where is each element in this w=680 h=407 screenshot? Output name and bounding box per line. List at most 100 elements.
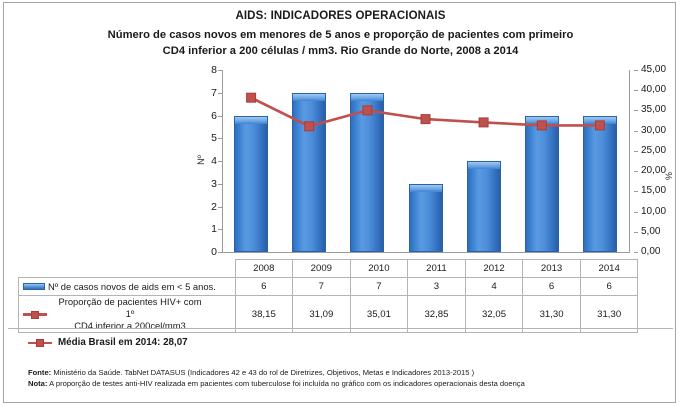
table-row-bar-values: Nº de casos novos de aids em < 5 anos. 6… xyxy=(18,277,639,296)
line-marker-2013[interactable] xyxy=(536,120,547,131)
line-marker-2010[interactable] xyxy=(362,105,373,116)
bar-2014[interactable] xyxy=(582,115,617,252)
media-brasil-annotation: Média Brasil em 2014: 28,07 xyxy=(28,337,188,348)
bar-top-highlight xyxy=(293,93,326,101)
y-axis-right-tick-label: 20,00 xyxy=(641,165,667,177)
nota-note: Nota: A proporção de testes anti-HIV rea… xyxy=(28,378,658,389)
y-axis-left-tick-label: 3 xyxy=(211,177,217,190)
line-series-layer xyxy=(246,92,605,132)
y-axis-left-tick xyxy=(218,138,222,140)
y-axis-left-tick-label: 6 xyxy=(211,109,217,122)
y-axis-right-tick xyxy=(634,191,638,193)
legend-cell-line: Proporção de pacientes HIV+ com 1º CD4 in… xyxy=(18,295,236,333)
table-header-year: 2014 xyxy=(579,259,639,278)
legend-label-bar: Nº de casos novos de aids em < 5 anos. xyxy=(48,280,216,292)
note-text: A proporção de testes anti-HIV realizada… xyxy=(47,379,525,388)
footer-notes: Fonte: Ministério da Saúde. TabNet DATAS… xyxy=(28,367,658,389)
y-axis-right-tick xyxy=(634,211,638,213)
legend-cell-bar: Nº de casos novos de aids em < 5 anos. xyxy=(18,277,236,296)
y-axis-right-tick xyxy=(634,252,638,253)
y-axis-right-tick xyxy=(634,70,638,71)
line-marker-2008[interactable] xyxy=(246,92,257,103)
line-marker-2009[interactable] xyxy=(304,121,315,132)
line-swatch-icon xyxy=(28,338,52,347)
table-cell-bar-value: 6 xyxy=(522,277,581,296)
y-axis-left-tick xyxy=(218,115,222,117)
y-axis-right-tick-label: 25,00 xyxy=(641,144,667,156)
bar-2012[interactable] xyxy=(466,161,501,252)
table-header-year: 2013 xyxy=(522,259,581,278)
y-axis-left-tick-label: 5 xyxy=(211,132,217,145)
bar-swatch-icon xyxy=(23,283,45,290)
legend-label-line: Proporção de pacientes HIV+ com 1º CD4 in… xyxy=(50,296,206,332)
y-axis-right-tick-label: 10,00 xyxy=(641,205,667,217)
source-label: Fonte: xyxy=(28,368,52,377)
chart-subtitle-line1: Número de casos novos em menores de 5 an… xyxy=(107,29,574,41)
footer-divider xyxy=(8,328,673,329)
bar-top-highlight xyxy=(409,184,442,192)
bar-top-highlight xyxy=(467,162,500,169)
y-axis-left-tick xyxy=(218,206,222,208)
table-cell-line-value: 31,09 xyxy=(292,295,351,333)
table-row-line-values: Proporção de pacientes HIV+ com 1º CD4 in… xyxy=(18,295,639,333)
y-axis-right-ticks: 0,00 5,00 10,00 15,00 20,00 25,00 30,00 35,00 40… xyxy=(632,65,674,257)
chart-subtitle-line2: CD4 inferior a 200 células / mm3. Rio Gr… xyxy=(162,45,519,57)
plot-area xyxy=(222,70,629,252)
table-cell-bar-value: 6 xyxy=(579,277,639,296)
y-axis-right-tick-label: 35,00 xyxy=(641,104,667,116)
bar-top-highlight xyxy=(235,116,268,124)
table-header-year: 2011 xyxy=(407,259,466,278)
chart-card: AIDS: INDICADORES OPERACIONAIS Número de… xyxy=(3,2,676,403)
y-axis-left-tick xyxy=(218,229,222,231)
source-note: Fonte: Ministério da Saúde. TabNet DATAS… xyxy=(28,367,658,378)
y-axis-right-tick xyxy=(634,90,638,92)
table-header-year: 2009 xyxy=(292,259,351,278)
line-marker-2011[interactable] xyxy=(420,114,431,125)
bar-2013[interactable] xyxy=(524,115,559,252)
table-cell-line-value: 35,01 xyxy=(349,295,409,333)
source-text: Ministério da Saúde. TabNet DATASUS (Ind… xyxy=(51,368,475,377)
bar-2009[interactable] xyxy=(292,92,327,252)
bar-top-highlight xyxy=(583,116,616,124)
legend-label-line-row1: Proporção de pacientes HIV+ com 1º xyxy=(58,296,202,319)
bar-2008[interactable] xyxy=(234,115,269,252)
y-axis-left-line xyxy=(222,70,223,252)
note-label: Nota: xyxy=(28,379,48,388)
table-header-year: 2010 xyxy=(349,259,409,278)
title-block: AIDS: INDICADORES OPERACIONAIS Número de… xyxy=(4,9,677,59)
line-marker-2014[interactable] xyxy=(594,120,605,131)
media-brasil-label: Média Brasil em 2014: 28,07 xyxy=(58,337,188,348)
bar-top-highlight xyxy=(525,116,558,124)
y-axis-right-tick-label: 30,00 xyxy=(641,124,667,136)
table-cell-bar-value: 6 xyxy=(234,277,294,296)
table-cell-bar-value: 7 xyxy=(292,277,351,296)
table-header-year: 2008 xyxy=(234,259,294,278)
x-axis-line xyxy=(222,252,630,253)
y-axis-left-tick-label: 0 xyxy=(211,246,217,258)
table-cell-line-value: 31,30 xyxy=(522,295,581,333)
chart-data-table: 2008 2009 2010 2011 2012 2013 2014 Nº de casos… xyxy=(18,259,639,333)
y-axis-left-tick xyxy=(218,161,222,162)
legend-label-line-row2: CD4 inferior a 200cel/mm3 xyxy=(74,320,186,331)
y-axis-right-line xyxy=(629,70,630,252)
y-axis-right-tick xyxy=(634,171,638,173)
y-axis-right-tick xyxy=(634,130,638,132)
table-cell-bar-value: 3 xyxy=(407,277,466,296)
y-axis-left-tick xyxy=(218,183,222,185)
line-swatch-icon xyxy=(23,310,47,319)
y-axis-right-tick xyxy=(634,150,638,152)
y-axis-left-tick-label: 2 xyxy=(211,200,217,213)
y-axis-left-tick xyxy=(218,92,222,94)
page-title: AIDS: INDICADORES OPERACIONAIS xyxy=(235,10,446,22)
bar-2011[interactable] xyxy=(408,183,443,252)
y-axis-right-tick-label: 40,00 xyxy=(641,84,667,96)
y-axis-right-tick xyxy=(634,110,638,112)
y-axis-left-tick xyxy=(218,252,222,253)
bar-2010[interactable] xyxy=(350,92,385,252)
table-cell-line-value: 32,05 xyxy=(464,295,524,333)
y-axis-right-tick-label: 5,00 xyxy=(641,225,661,237)
table-cell-line-value: 38,15 xyxy=(234,295,294,333)
line-marker-2012[interactable] xyxy=(478,117,489,128)
y-axis-right-tick-label: 45,00 xyxy=(641,64,667,75)
